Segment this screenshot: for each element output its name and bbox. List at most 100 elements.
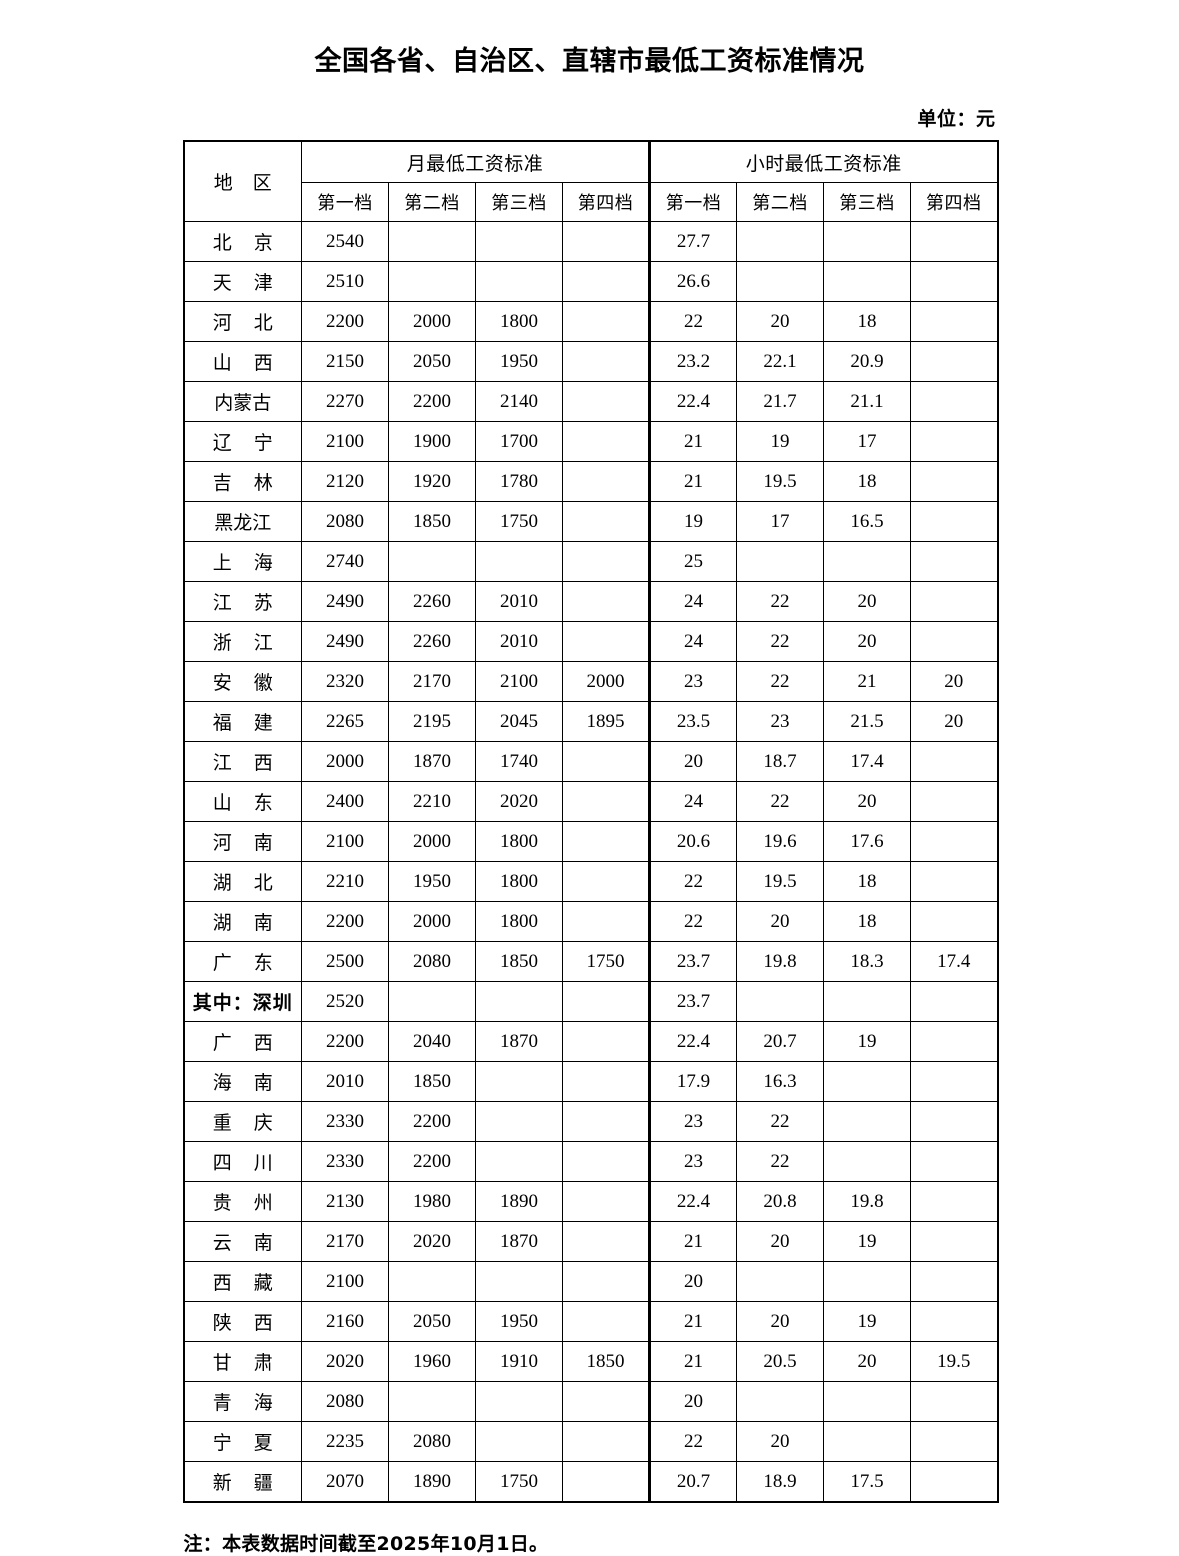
hourly-tier-3-cell: 16.5 [823,501,912,543]
monthly-tier-4-cell: 1750 [561,941,651,983]
monthly-tier-3-cell [475,1101,563,1143]
table-row: 内蒙古 2270 2200 2140 22.4 21.7 21.1 [183,381,999,423]
monthly-tier-3-cell [475,1141,563,1183]
region-cell: 河 北 [183,301,302,343]
hourly-tier-2-cell: 22 [736,1101,825,1143]
hourly-tier-3-cell [823,1141,912,1183]
hourly-tier-2-cell: 22 [736,781,825,823]
hourly-tier-2-cell [736,981,825,1023]
hourly-tier-1-cell: 22.4 [648,1021,738,1063]
region-cell: 西 藏 [183,1261,302,1303]
monthly-tier-4-cell [561,1061,651,1103]
region-cell: 陕 西 [183,1301,302,1343]
monthly-tier-3-cell [475,1421,563,1463]
region-cell: 北 京 [183,221,302,263]
region-label: 湖 北 [212,872,281,895]
monthly-tier-4-cell: 1850 [561,1341,651,1383]
monthly-tier-1-cell: 2020 [301,1341,389,1383]
hourly-tier-2-cell [736,1261,825,1303]
monthly-tier-4-cell [561,1141,651,1183]
hourly-tier-2-cell: 20.8 [736,1181,825,1223]
hourly-tier-4-cell: 19.5 [910,1341,999,1383]
hourly-tier-3-cell: 19.8 [823,1181,912,1223]
monthly-tier-4-cell [561,1181,651,1223]
hourly-tier-4-cell [910,741,999,783]
hourly-tier-3-cell: 18.3 [823,941,912,983]
column-header-monthly-tier-1: 第一档 [301,182,389,223]
hourly-tier-4-cell [910,581,999,623]
hourly-tier-3-cell: 21.5 [823,701,912,743]
monthly-tier-2-cell: 2200 [388,1141,476,1183]
monthly-tier-3-cell: 1850 [475,941,563,983]
monthly-tier-1-cell: 2100 [301,421,389,463]
monthly-tier-1-cell: 2330 [301,1141,389,1183]
wage-table-container: 地 区 月最低工资标准 小时最低工资标准 第一档 第二档 第三档 第四档 第一档… [182,140,999,1504]
region-cell: 湖 南 [183,901,302,943]
monthly-tier-2-cell: 2210 [388,781,476,823]
hourly-tier-4-cell [910,621,999,663]
hourly-tier-2-cell: 22 [736,621,825,663]
region-cell: 广 东 [183,941,302,983]
region-cell: 吉 林 [183,461,302,503]
hourly-tier-1-cell: 22.4 [648,381,738,423]
table-row: 宁 夏 2235 2080 22 20 [183,1421,999,1463]
hourly-tier-4-cell [910,981,999,1023]
table-body: 北 京 2540 27.7 天 津 2510 26.6 河 北 2200 2000 1800 22 2… [183,221,999,1503]
hourly-tier-2-cell [736,221,825,263]
monthly-tier-2-cell: 2000 [388,821,476,863]
hourly-tier-3-cell [823,541,912,583]
table-header-group-row: 地 区 月最低工资标准 小时最低工资标准 [183,140,999,223]
hourly-tier-3-cell: 21.1 [823,381,912,423]
table-row: 河 南 2100 2000 1800 20.6 19.6 17.6 [183,821,999,863]
hourly-tier-1-cell: 23 [648,1141,738,1183]
monthly-tier-2-cell: 2000 [388,301,476,343]
column-header-hourly-tier-3: 第三档 [823,182,912,223]
region-label: 内蒙古 [214,392,272,415]
region-cell: 上 海 [183,541,302,583]
hourly-tier-3-cell [823,261,912,303]
hourly-tier-2-cell: 19.6 [736,821,825,863]
region-cell: 其中：深圳 [183,981,302,1023]
hourly-tier-1-cell: 22 [648,1421,738,1463]
monthly-tier-2-cell [388,1261,476,1303]
hourly-tier-2-cell: 20.5 [736,1341,825,1383]
monthly-tier-2-cell: 2020 [388,1221,476,1263]
monthly-tier-1-cell: 2070 [301,1461,389,1503]
monthly-tier-1-cell: 2150 [301,341,389,383]
region-cell: 湖 北 [183,861,302,903]
hourly-tier-3-cell: 17.6 [823,821,912,863]
monthly-tier-1-cell: 2080 [301,1381,389,1423]
monthly-tier-3-cell [475,221,563,263]
hourly-tier-3-cell [823,221,912,263]
hourly-tier-4-cell [910,1381,999,1423]
hourly-tier-4-cell [910,1421,999,1463]
hourly-tier-4-cell [910,1221,999,1263]
hourly-tier-2-cell: 16.3 [736,1061,825,1103]
monthly-tier-4-cell [561,501,651,543]
hourly-tier-3-cell: 20 [823,581,912,623]
hourly-tier-3-cell: 21 [823,661,912,703]
hourly-tier-4-cell: 20 [910,661,999,703]
monthly-tier-3-cell: 1890 [475,1181,563,1223]
page-title: 全国各省、自治区、直辖市最低工资标准情况 [314,46,865,77]
hourly-tier-2-cell: 19.8 [736,941,825,983]
monthly-tier-4-cell [561,1381,651,1423]
column-group-hourly: 小时最低工资标准 [648,140,999,184]
hourly-tier-1-cell: 20 [648,1381,738,1423]
hourly-tier-2-cell: 17 [736,501,825,543]
monthly-tier-3-cell [475,1381,563,1423]
monthly-tier-4-cell [561,901,651,943]
table-row: 西 藏 2100 20 [183,1261,999,1303]
hourly-tier-2-cell: 19.5 [736,861,825,903]
hourly-tier-4-cell [910,781,999,823]
monthly-tier-4-cell [561,741,651,783]
monthly-tier-1-cell: 2200 [301,1021,389,1063]
monthly-tier-3-cell [475,261,563,303]
monthly-tier-3-cell: 1910 [475,1341,563,1383]
monthly-tier-4-cell [561,1101,651,1143]
monthly-tier-1-cell: 2510 [301,261,389,303]
region-label: 青 海 [212,1392,281,1415]
monthly-tier-1-cell: 2170 [301,1221,389,1263]
hourly-tier-2-cell: 23 [736,701,825,743]
monthly-tier-1-cell: 2130 [301,1181,389,1223]
